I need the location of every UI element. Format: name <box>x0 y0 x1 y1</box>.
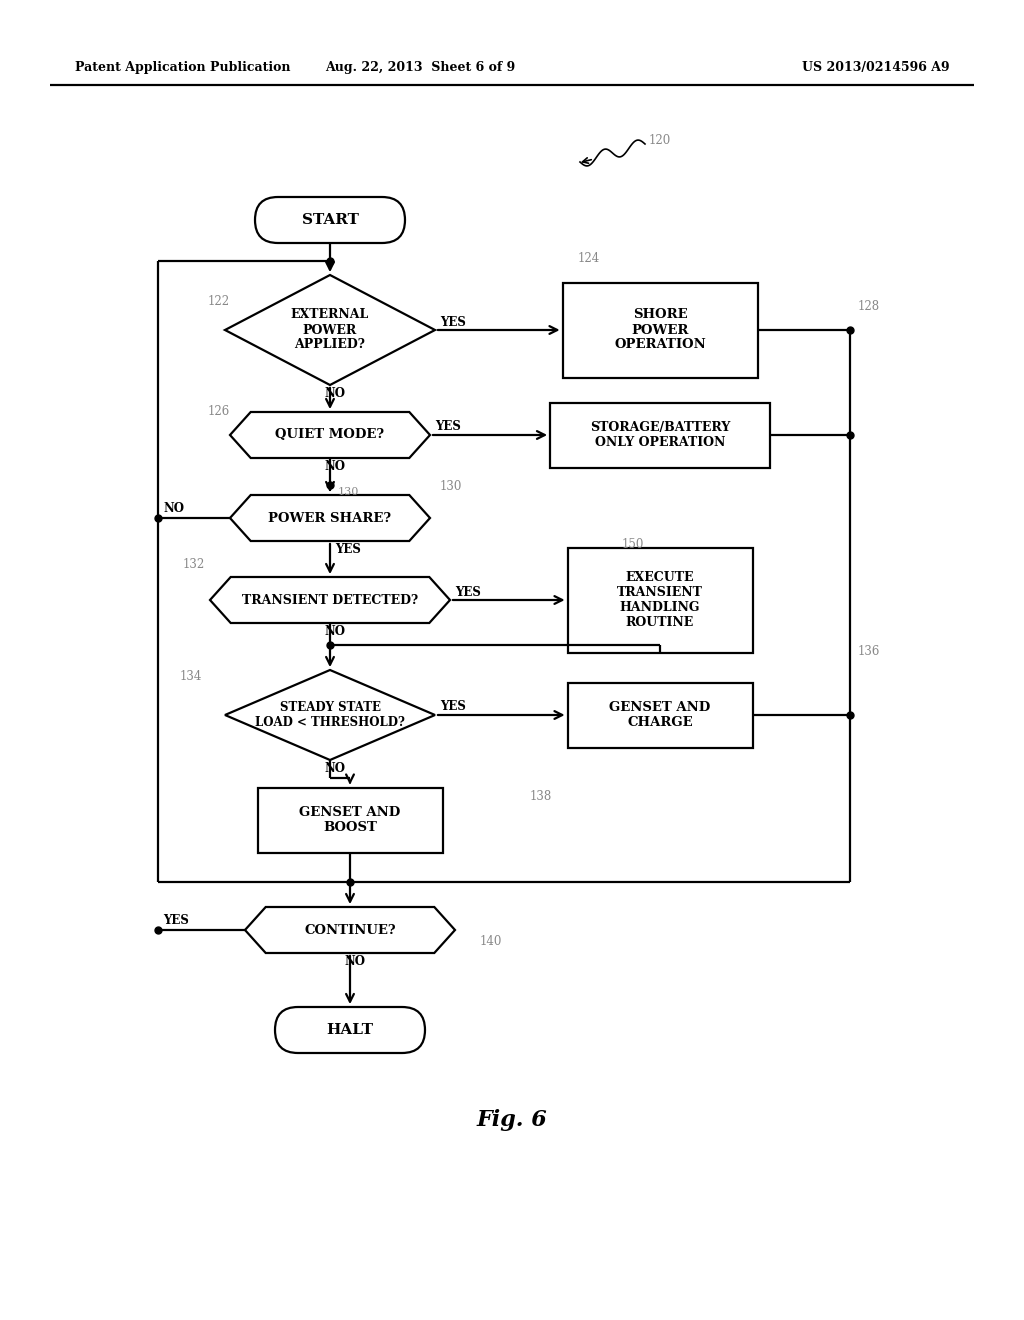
Text: US 2013/0214596 A9: US 2013/0214596 A9 <box>803 62 950 74</box>
Text: HALT: HALT <box>327 1023 374 1038</box>
Text: START: START <box>301 213 358 227</box>
FancyBboxPatch shape <box>255 197 406 243</box>
Text: 128: 128 <box>858 300 880 313</box>
Text: GENSET AND
BOOST: GENSET AND BOOST <box>299 807 400 834</box>
Bar <box>550 403 770 467</box>
Text: EXECUTE
TRANSIENT
HANDLING
ROUTINE: EXECUTE TRANSIENT HANDLING ROUTINE <box>617 572 702 630</box>
Text: TRANSIENT DETECTED?: TRANSIENT DETECTED? <box>242 594 418 606</box>
Text: NO: NO <box>325 624 345 638</box>
Polygon shape <box>245 907 455 953</box>
Text: YES: YES <box>455 586 481 598</box>
Text: 136: 136 <box>858 645 881 657</box>
Text: 150: 150 <box>622 539 644 550</box>
Text: CONTINUE?: CONTINUE? <box>304 924 396 936</box>
Text: GENSET AND
CHARGE: GENSET AND CHARGE <box>609 701 711 729</box>
Text: Patent Application Publication: Patent Application Publication <box>75 62 291 74</box>
Text: YES: YES <box>435 421 461 433</box>
Bar <box>562 282 758 378</box>
Polygon shape <box>225 671 435 760</box>
Text: QUIET MODE?: QUIET MODE? <box>275 429 385 441</box>
FancyBboxPatch shape <box>275 1007 425 1053</box>
Text: 130: 130 <box>440 480 463 492</box>
Text: YES: YES <box>440 701 466 714</box>
Polygon shape <box>230 412 430 458</box>
Text: YES: YES <box>163 913 188 927</box>
Text: NO: NO <box>325 762 345 775</box>
Text: 120: 120 <box>649 135 672 147</box>
Polygon shape <box>210 577 450 623</box>
Text: 132: 132 <box>183 558 205 572</box>
Text: YES: YES <box>335 543 360 556</box>
Polygon shape <box>225 275 435 385</box>
Bar <box>257 788 442 853</box>
Bar <box>567 682 753 747</box>
Text: 130: 130 <box>338 487 359 498</box>
Text: 134: 134 <box>180 671 203 682</box>
Text: POWER SHARE?: POWER SHARE? <box>268 511 391 524</box>
Text: 124: 124 <box>578 252 600 265</box>
Text: EXTERNAL
POWER
APPLIED?: EXTERNAL POWER APPLIED? <box>291 309 369 351</box>
Text: YES: YES <box>440 315 466 329</box>
Text: NO: NO <box>344 954 366 968</box>
Text: 140: 140 <box>480 935 503 948</box>
Text: 122: 122 <box>208 294 230 308</box>
Text: SHORE
POWER
OPERATION: SHORE POWER OPERATION <box>614 309 706 351</box>
Polygon shape <box>230 495 430 541</box>
Bar <box>567 548 753 652</box>
Text: NO: NO <box>325 459 345 473</box>
Text: STEADY STATE
LOAD < THRESHOLD?: STEADY STATE LOAD < THRESHOLD? <box>255 701 404 729</box>
Text: NO: NO <box>325 387 345 400</box>
Text: 138: 138 <box>530 789 552 803</box>
Text: 126: 126 <box>208 405 230 418</box>
Text: STORAGE/BATTERY
ONLY OPERATION: STORAGE/BATTERY ONLY OPERATION <box>590 421 730 449</box>
Text: NO: NO <box>163 502 184 515</box>
Text: Aug. 22, 2013  Sheet 6 of 9: Aug. 22, 2013 Sheet 6 of 9 <box>325 62 515 74</box>
Text: Fig. 6: Fig. 6 <box>476 1109 548 1131</box>
